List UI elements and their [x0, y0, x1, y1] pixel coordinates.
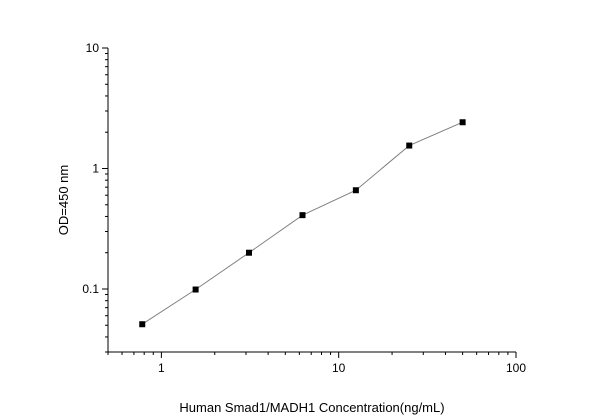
data-point	[406, 142, 413, 149]
data-point	[299, 212, 306, 219]
data-point	[459, 119, 466, 126]
x-axis-title: Human Smad1/MADH1 Concentration(ng/mL)	[179, 400, 444, 415]
x-tick-label: 10	[332, 361, 346, 375]
y-tick-label: 1	[92, 161, 99, 175]
y-tick-label: 10	[86, 41, 100, 55]
data-point	[245, 249, 252, 256]
data-point	[192, 286, 199, 293]
y-tick-label: 0.1	[82, 282, 99, 296]
x-tick-label: 1	[158, 361, 165, 375]
data-point	[352, 187, 359, 194]
plot-area	[107, 48, 516, 353]
series-layer	[139, 119, 466, 328]
x-tick-label: 100	[506, 361, 526, 375]
series-line	[141, 121, 463, 325]
y-ticks: 0.1 1 10	[82, 41, 108, 353]
data-point	[139, 321, 146, 328]
x-ticks: 1 10 100	[107, 352, 526, 375]
y-axis-title: OD=450 nm	[56, 165, 71, 235]
